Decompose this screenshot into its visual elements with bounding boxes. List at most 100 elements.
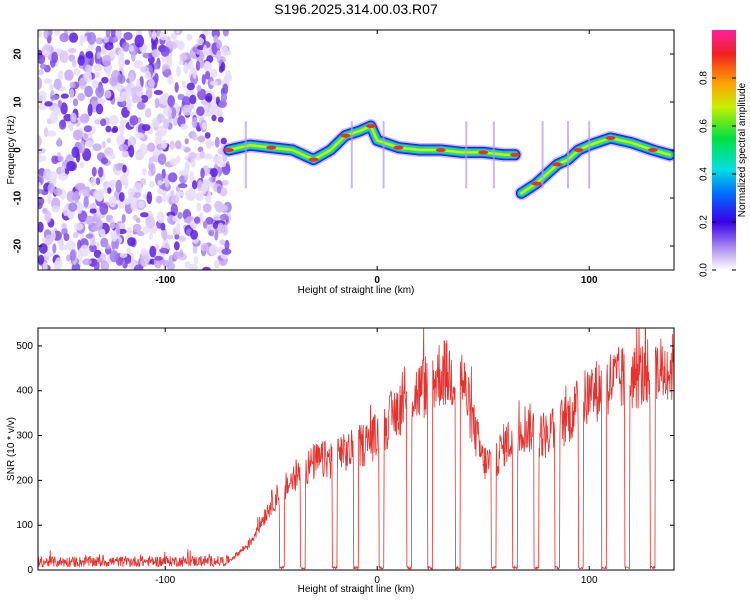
noise-blob <box>45 251 55 257</box>
noise-blob <box>132 223 142 233</box>
noise-blob <box>133 182 143 196</box>
noise-blob <box>200 167 205 179</box>
noise-blob <box>189 171 195 184</box>
noise-blob <box>211 114 217 122</box>
noise-blob <box>100 260 110 270</box>
noise-blob <box>52 243 57 254</box>
noise-blob <box>118 55 125 69</box>
noise-blob <box>170 189 175 197</box>
noise-blob <box>148 232 153 240</box>
noise-blob <box>47 193 52 205</box>
noise-blob <box>73 68 81 76</box>
noise-blob <box>168 172 178 183</box>
noise-blob <box>154 255 164 261</box>
noise-blob <box>178 170 188 176</box>
noise-blob <box>157 179 163 186</box>
noise-blob <box>211 30 221 39</box>
noise-blob <box>225 69 232 80</box>
signal-track-peak <box>605 136 616 140</box>
noise-blob <box>38 221 44 233</box>
noise-blob <box>119 252 128 258</box>
noise-blob <box>123 31 133 41</box>
noise-blob <box>87 32 97 45</box>
noise-blob <box>184 138 189 145</box>
noise-blob <box>82 148 92 161</box>
noise-blob <box>191 180 198 190</box>
noise-blob <box>156 211 165 224</box>
noise-blob <box>44 210 52 223</box>
signal-track-peak <box>340 133 351 138</box>
noise-blob <box>188 152 197 160</box>
noise-blob <box>77 201 83 214</box>
noise-blob <box>124 176 129 190</box>
colorbar-ticks: 0.0 0.2 0.4 0.6 0.8 <box>699 71 736 277</box>
noise-blob <box>108 34 119 44</box>
snr-xtick-label: 100 <box>581 575 598 586</box>
noise-blob <box>209 80 219 86</box>
noise-blob <box>48 171 58 181</box>
noise-blob <box>93 71 101 79</box>
noise-blob <box>115 179 122 193</box>
noise-blob <box>218 204 229 213</box>
noise-blob <box>196 202 202 212</box>
noise-blob <box>216 49 222 62</box>
noise-blob <box>85 233 94 239</box>
noise-blob <box>120 118 127 125</box>
noise-blob <box>54 257 63 270</box>
noise-blob <box>44 101 53 107</box>
noise-blob <box>72 98 79 107</box>
noise-blob <box>93 249 102 259</box>
noise-blob <box>150 163 156 176</box>
spectrogram-ytick-label: -20 <box>13 238 24 253</box>
noise-blob <box>109 152 116 160</box>
noise-blob <box>175 191 184 197</box>
signal-track-peak <box>435 148 446 152</box>
noise-blob <box>121 213 126 223</box>
noise-blob <box>205 216 214 225</box>
noise-blob <box>87 103 93 117</box>
noise-blob <box>144 70 151 80</box>
noise-blob <box>162 118 170 129</box>
noise-blob <box>157 153 167 165</box>
noise-blob <box>205 92 213 103</box>
snr-ytick-label: 200 <box>16 475 33 486</box>
noise-blob <box>83 125 92 133</box>
noise-blob <box>88 42 95 50</box>
noise-blob <box>202 266 211 270</box>
noise-blob <box>134 34 145 48</box>
noise-blob <box>105 125 112 133</box>
noise-blob <box>42 155 47 162</box>
noise-blob <box>195 192 204 200</box>
noise-blob <box>174 140 182 150</box>
noise-blob <box>164 180 170 188</box>
noise-blob <box>110 30 116 38</box>
signal-track <box>221 119 674 201</box>
noise-blob <box>109 250 119 263</box>
noise-blob <box>74 182 85 191</box>
noise-blob <box>196 106 205 117</box>
colorbar-tick-label: 0.4 <box>699 167 710 181</box>
noise-blob <box>137 150 145 160</box>
noise-blob <box>128 144 135 158</box>
noise-blob <box>124 59 131 65</box>
noise-blob <box>176 65 181 78</box>
noise-blob <box>151 48 161 58</box>
noise-blob <box>183 146 191 153</box>
noise-blob <box>77 55 85 66</box>
noise-blob <box>38 182 42 190</box>
noise-blob <box>166 234 174 240</box>
noise-blob <box>95 177 101 185</box>
noise-blob <box>83 133 89 139</box>
noise-blob <box>133 59 144 69</box>
noise-blob <box>66 254 71 262</box>
noise-blob <box>214 136 220 148</box>
noise-blob <box>60 102 68 115</box>
noise-blob <box>106 137 112 144</box>
noise-blob <box>127 226 132 235</box>
noise-blob <box>167 95 175 107</box>
noise-blob <box>101 140 106 149</box>
noise-blob <box>59 50 69 63</box>
noise-blob <box>82 258 92 266</box>
signal-track-peak <box>223 148 234 152</box>
noise-blob <box>210 68 218 78</box>
